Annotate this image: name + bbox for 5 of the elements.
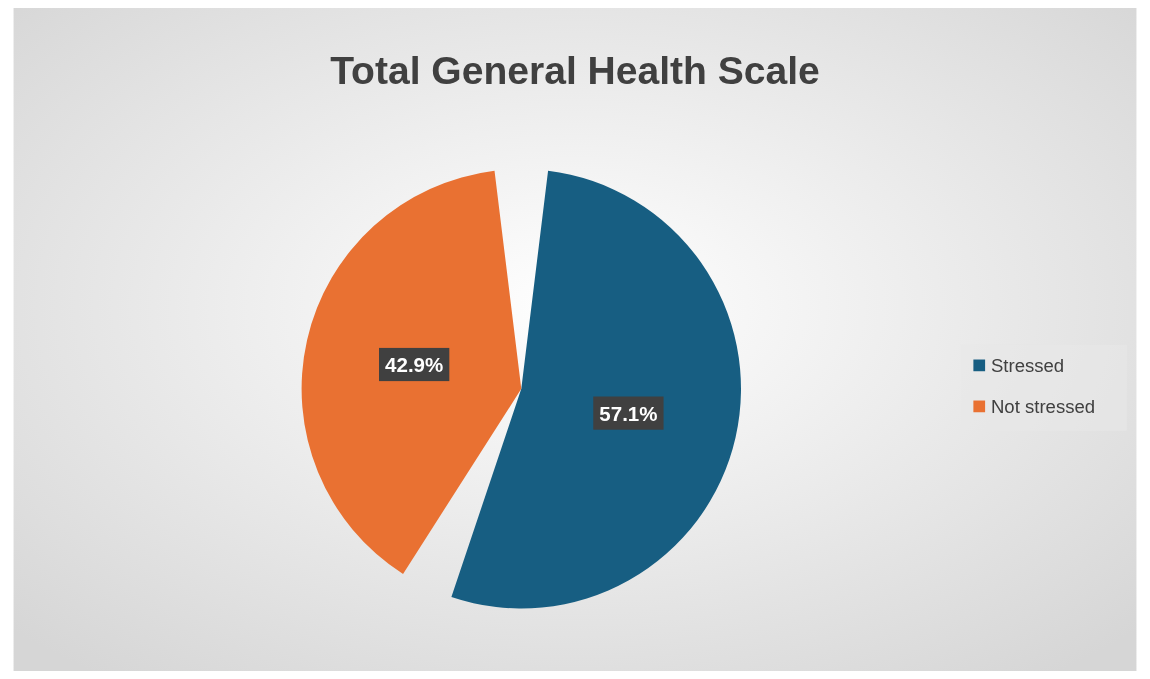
data-label: 42.9% [385,353,444,377]
legend-label: Not stressed [990,395,1096,417]
data-label: 57.1% [599,401,658,425]
legend-label: Stressed [990,354,1065,376]
chart-title: Total General Health Scale [330,49,820,93]
